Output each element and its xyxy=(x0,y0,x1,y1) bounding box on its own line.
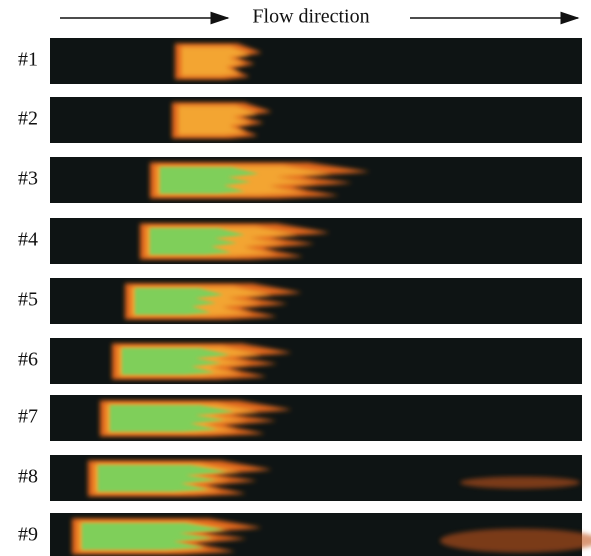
strip xyxy=(50,97,582,143)
plume-mid xyxy=(181,46,251,77)
plume-green xyxy=(122,348,230,375)
plume-green xyxy=(160,167,259,194)
plume-green xyxy=(82,523,225,550)
flow-direction-title: Flow direction xyxy=(252,6,369,28)
row-label: #9 xyxy=(18,524,38,546)
row-label: #7 xyxy=(18,406,38,428)
row-label: #2 xyxy=(18,108,38,130)
row-label: #1 xyxy=(18,49,38,71)
downstream-glow xyxy=(440,528,591,553)
row-label: #4 xyxy=(18,229,38,251)
strip xyxy=(50,38,582,84)
plume-mid xyxy=(178,105,258,136)
row-label: #3 xyxy=(18,168,38,190)
row-label: #8 xyxy=(18,466,38,488)
plume-green xyxy=(150,228,245,255)
strips xyxy=(50,38,591,556)
row-label: #6 xyxy=(18,349,38,371)
plume-green xyxy=(110,405,235,432)
strip xyxy=(50,218,582,264)
row-label: #5 xyxy=(18,289,38,311)
plume-green xyxy=(98,465,227,492)
plume-green xyxy=(135,288,224,315)
downstream-glow xyxy=(460,476,580,489)
